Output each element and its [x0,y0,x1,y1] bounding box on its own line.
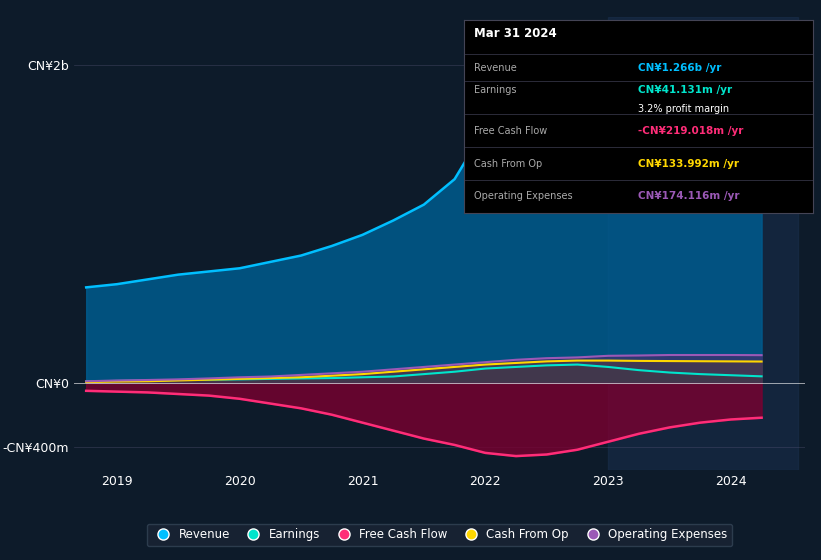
Legend: Revenue, Earnings, Free Cash Flow, Cash From Op, Operating Expenses: Revenue, Earnings, Free Cash Flow, Cash … [147,524,732,546]
Text: 3.2% profit margin: 3.2% profit margin [639,104,729,114]
Text: CN¥133.992m /yr: CN¥133.992m /yr [639,158,740,169]
Text: CN¥174.116m /yr: CN¥174.116m /yr [639,192,740,202]
Bar [608,17,799,470]
Text: Cash From Op: Cash From Op [475,158,543,169]
Text: CN¥1.266b /yr: CN¥1.266b /yr [639,63,722,73]
Text: Operating Expenses: Operating Expenses [475,192,573,202]
Text: Earnings: Earnings [475,85,517,95]
Text: Free Cash Flow: Free Cash Flow [475,125,548,136]
Text: CN¥41.131m /yr: CN¥41.131m /yr [639,85,732,95]
Text: Mar 31 2024: Mar 31 2024 [475,27,557,40]
Text: -CN¥219.018m /yr: -CN¥219.018m /yr [639,125,744,136]
Text: Revenue: Revenue [475,63,517,73]
